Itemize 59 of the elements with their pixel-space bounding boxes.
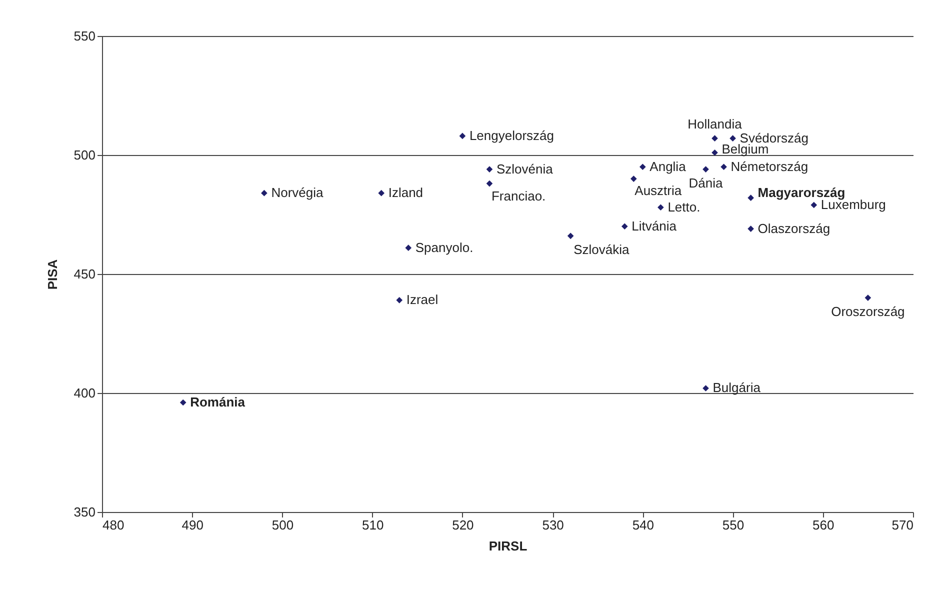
x-tick-label: 510	[362, 518, 384, 532]
y-tick-label: 450	[74, 266, 96, 282]
annotation: Hollandia	[688, 116, 743, 132]
y-tick-label: 400	[74, 386, 96, 400]
x-tick-label: 540	[632, 518, 654, 532]
point	[712, 149, 718, 156]
y-tick-label: 500	[74, 148, 96, 162]
annotation: Anglia	[650, 158, 687, 174]
x-tick-label: 520	[452, 518, 474, 532]
annotation: Németország	[730, 158, 808, 174]
x-tick-label: 500	[272, 518, 294, 532]
point	[748, 194, 754, 201]
point	[261, 190, 268, 196]
point	[486, 166, 493, 172]
point	[378, 190, 385, 196]
point	[730, 135, 736, 142]
annotation: Izland	[388, 185, 424, 200]
annotation: Olaszország	[758, 220, 830, 236]
annotation: Letto.	[668, 199, 700, 214]
annotation: Franciao.	[491, 188, 546, 204]
y-tick-label: 550	[74, 28, 96, 44]
point	[712, 135, 718, 142]
point	[621, 223, 628, 230]
point	[720, 164, 727, 170]
x-tick-label: 560	[812, 518, 834, 532]
x-tick-label: 550	[722, 518, 744, 532]
point	[748, 226, 754, 232]
x-tick-label: 480	[102, 518, 124, 532]
annotation: Bulgária	[712, 380, 762, 396]
point	[658, 204, 664, 211]
point	[864, 294, 872, 301]
y-axis-title: PISA	[44, 258, 60, 290]
point	[640, 164, 646, 170]
annotation: Spanyolo.	[415, 240, 474, 255]
x-tick-label: 530	[542, 518, 564, 532]
x-tick-label: 570	[892, 518, 914, 532]
point	[180, 399, 186, 406]
point	[459, 132, 466, 140]
point	[702, 166, 709, 172]
annotation: Dánia	[688, 175, 724, 190]
annotation: Szlovénia	[496, 161, 554, 176]
y-tick-label: 350	[74, 504, 96, 520]
point	[567, 232, 574, 240]
x-tick-label: 490	[182, 518, 204, 532]
annotation: Románia	[190, 394, 246, 410]
annotation: Norvégia	[271, 185, 324, 200]
point	[702, 385, 709, 392]
point	[810, 202, 818, 208]
point	[630, 176, 637, 182]
point	[405, 244, 412, 251]
x-axis-title: PIRSL	[488, 538, 528, 554]
annotation: Izrael	[406, 292, 438, 308]
point	[396, 297, 403, 304]
annotation: Litvánia	[632, 218, 678, 234]
annotation: Ausztria	[634, 182, 682, 198]
annotation: Szlovákia	[574, 242, 630, 257]
annotation: Oroszország	[831, 304, 905, 319]
annotation: Lengyelország	[469, 128, 554, 143]
point	[486, 180, 493, 187]
